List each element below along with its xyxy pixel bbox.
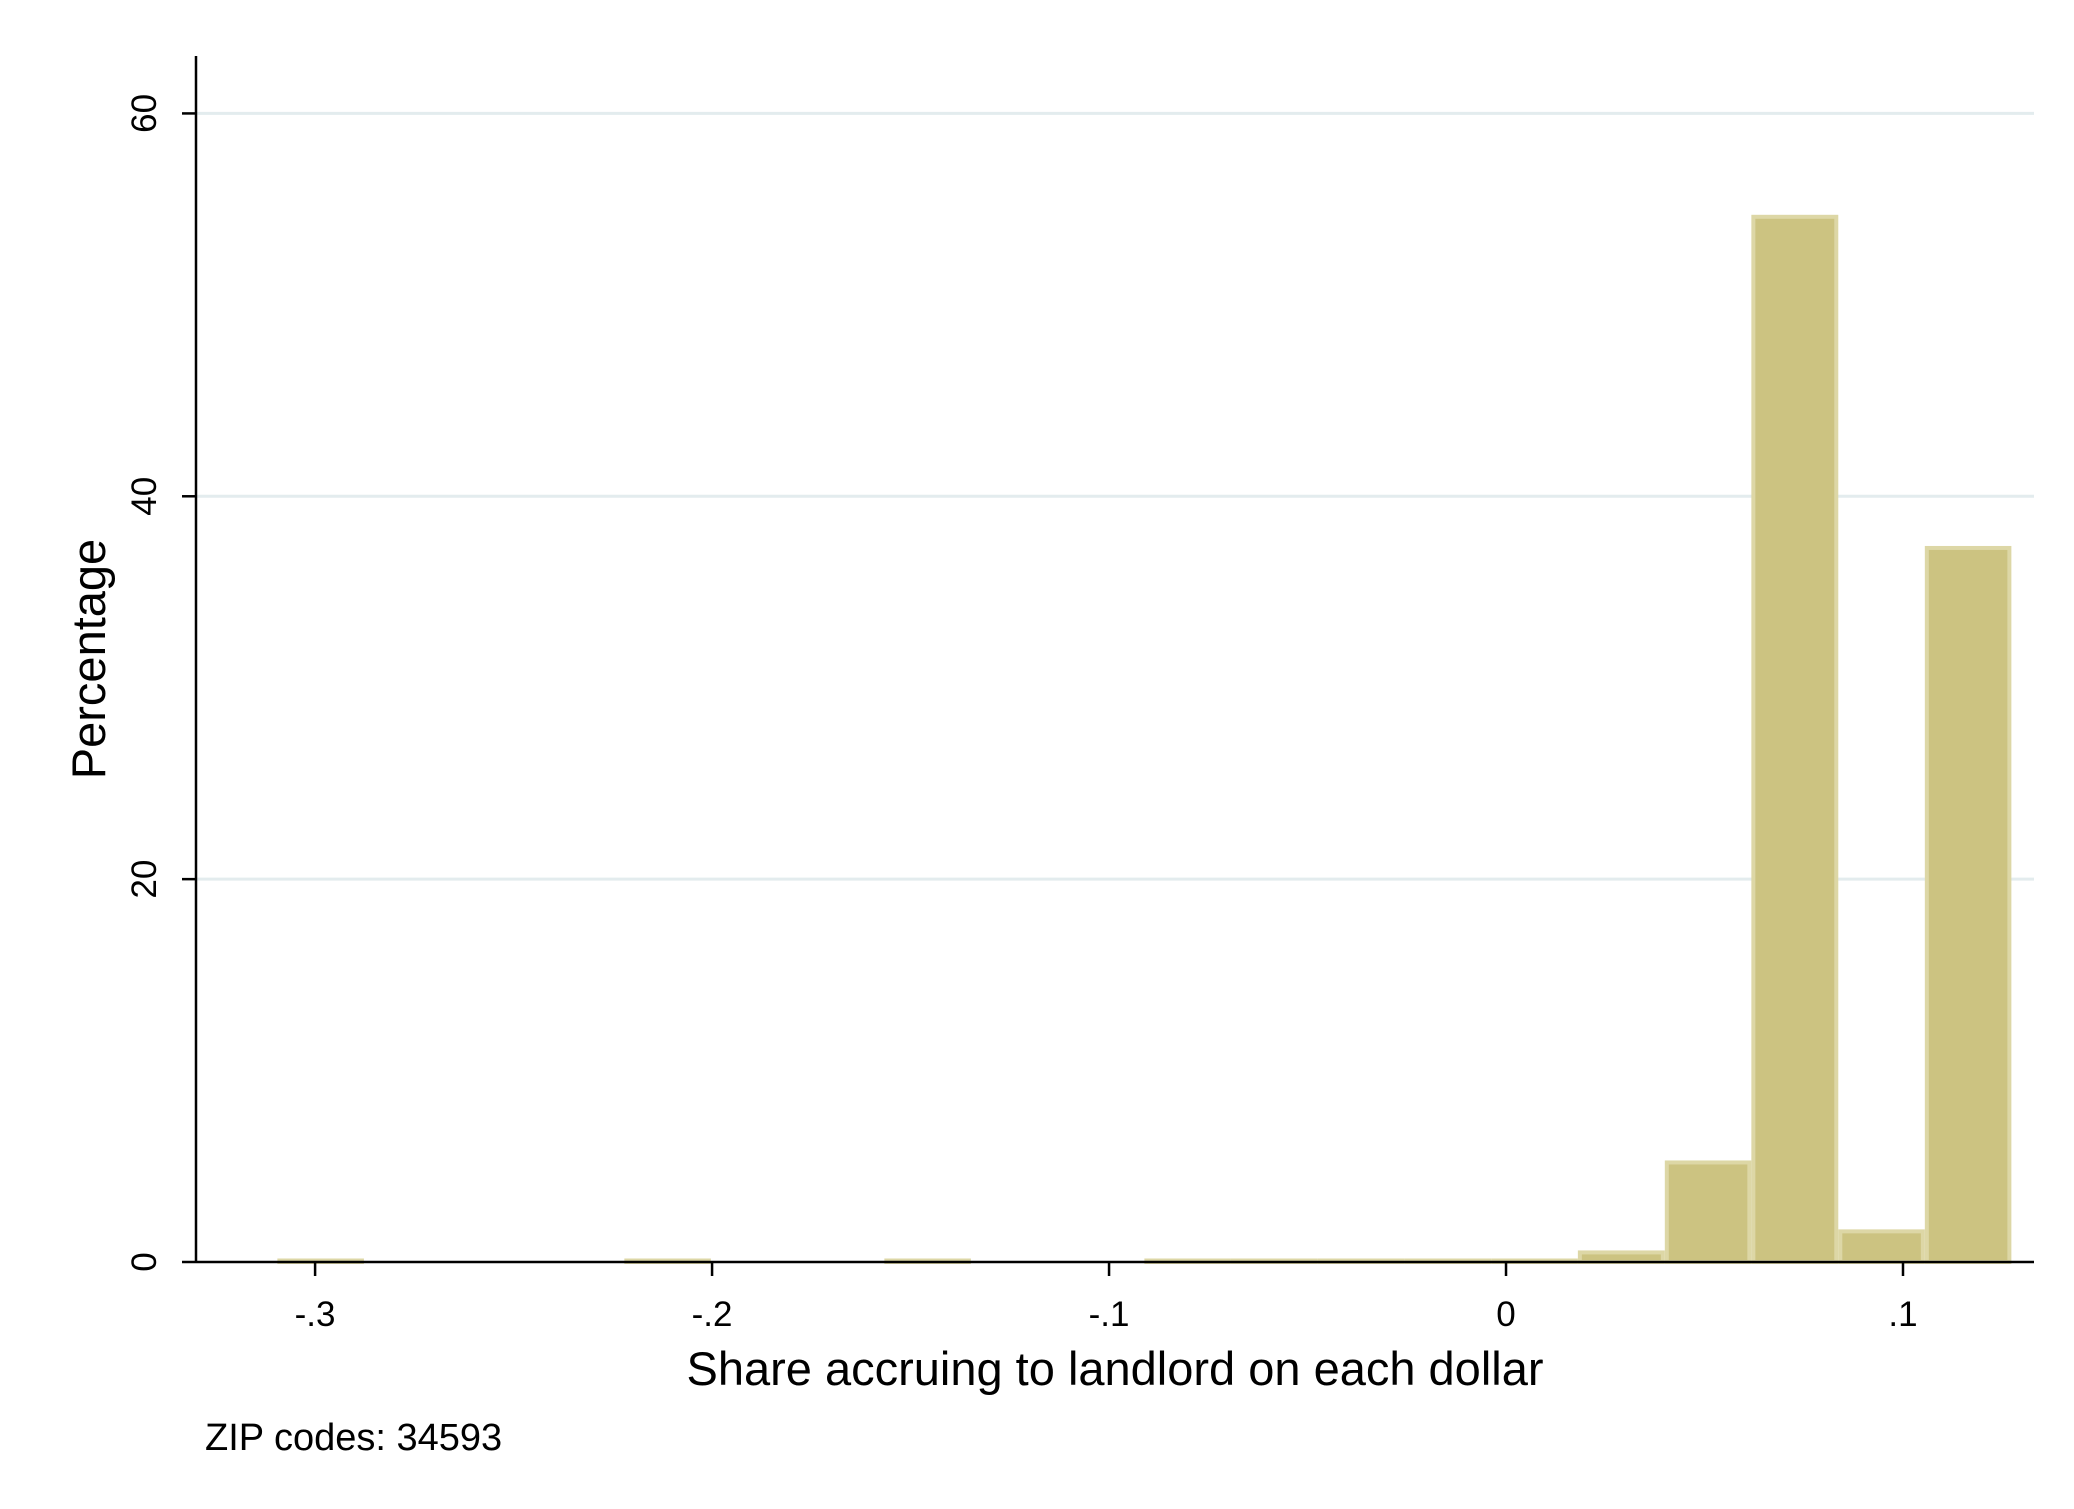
x-tick-label--.3: -.3 [295, 1295, 336, 1334]
y-tick-label-60: 60 [125, 94, 164, 133]
grid-lines [196, 111, 2034, 881]
x-tick-label-.1: .1 [1888, 1295, 1917, 1334]
x-tick-label--.1: -.1 [1089, 1295, 1130, 1334]
y-tick-label-0: 0 [125, 1252, 164, 1271]
y-tick-label-20: 20 [125, 860, 164, 899]
histogram-bar-8 [1577, 1250, 1665, 1265]
x-axis-ticks: -.3 -.2 -.1 0 .1 [295, 1262, 1918, 1334]
y-axis-ticks: 0 20 40 60 [125, 94, 196, 1272]
y-axis-title: Percentage [62, 539, 115, 779]
chart-note: ZIP codes: 34593 [205, 1417, 502, 1459]
x-tick-label--.2: -.2 [692, 1295, 733, 1334]
histogram-bar-9 [1664, 1160, 1752, 1265]
x-tick-label-0: 0 [1496, 1295, 1515, 1334]
histogram-bar-10 [1751, 214, 1839, 1264]
histogram-bar-12 [1924, 545, 2012, 1264]
histogram-bar-11 [1838, 1229, 1925, 1265]
y-tick-label-40: 40 [125, 477, 164, 516]
histogram-bars [277, 214, 2012, 1265]
x-axis-title: Share accruing to landlord on each dolla… [687, 1342, 1544, 1395]
